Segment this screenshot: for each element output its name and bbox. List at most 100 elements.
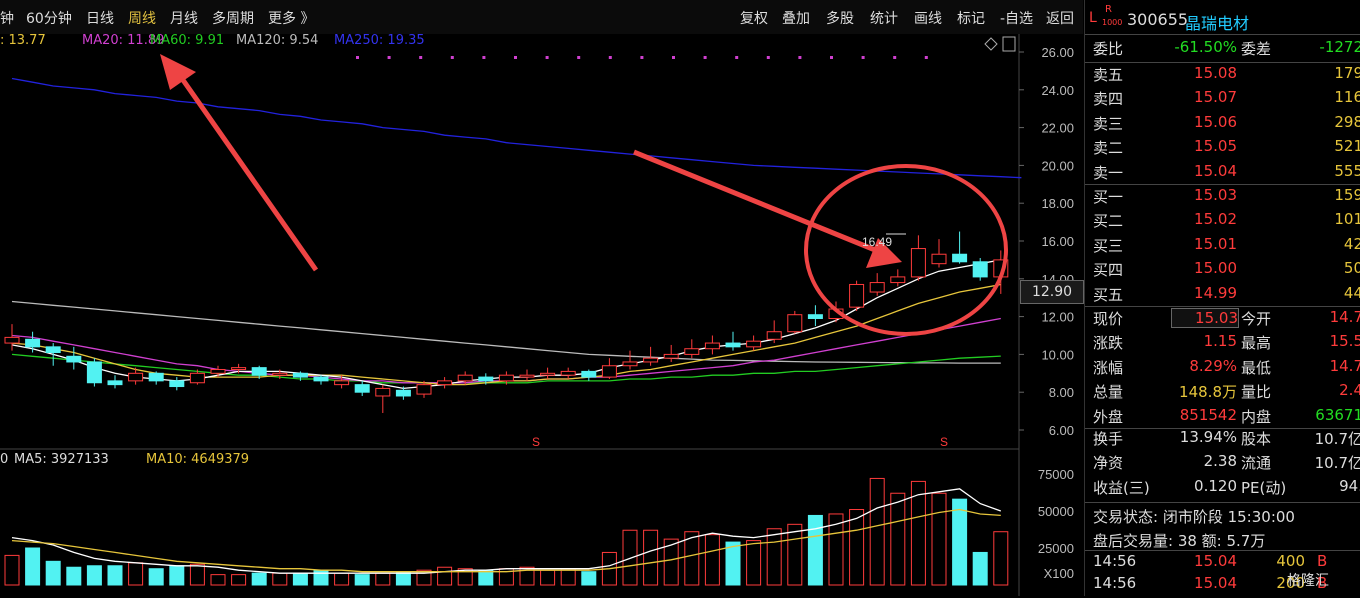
ask-volume: 116 <box>1334 88 1360 107</box>
price-tick-label: 26.00 <box>1041 45 1074 60</box>
tool-overlay[interactable]: 叠加 <box>782 11 810 27</box>
price-tick-label: 20.00 <box>1041 158 1074 173</box>
tool-watchlist[interactable]: -自选 <box>1000 11 1034 27</box>
tool-adjust[interactable]: 复权 <box>740 11 768 27</box>
period-daily[interactable]: 日线 <box>86 11 114 27</box>
ask-level-row[interactable]: 卖二 15.05 521 <box>1085 137 1360 161</box>
period-multi[interactable]: 多周期 <box>212 11 254 27</box>
tick-time: 14:56 <box>1093 552 1137 570</box>
vol-ma5-legend: MA5: 3927133 <box>14 452 109 467</box>
stat-value: 14.7 <box>1329 308 1360 326</box>
volume-bar <box>292 572 308 586</box>
bid-level-row[interactable]: 买四 15.00 50 <box>1085 259 1360 283</box>
period-60min[interactable]: 60分钟 <box>26 11 72 27</box>
signal-dot <box>672 56 675 59</box>
tick-volume: 200 <box>1276 574 1305 592</box>
bid-level-row[interactable]: 买二 15.02 101 <box>1085 210 1360 234</box>
candle-body <box>272 372 288 376</box>
tick-time: 14:56 <box>1093 574 1137 592</box>
price-tick-label: 12.00 <box>1041 310 1074 325</box>
period-weekly[interactable]: 周线 <box>128 11 156 27</box>
bid-price: 15.02 <box>1194 210 1237 229</box>
stock-code: 300655 <box>1127 10 1189 29</box>
candle-body <box>766 331 782 340</box>
signal-dot <box>861 56 865 59</box>
ask-price: 15.07 <box>1194 88 1237 107</box>
bid-level-row[interactable]: 买三 15.01 42 <box>1085 235 1360 259</box>
bid-label: 买三 <box>1093 236 1124 255</box>
price-tick-label: 18.00 <box>1041 196 1074 211</box>
volume-bar <box>66 566 82 586</box>
period-more[interactable]: 更多 》 <box>268 11 315 27</box>
candle-body <box>581 370 597 378</box>
ma120-legend: MA120: 9.54 <box>236 33 319 48</box>
volume-bar <box>86 565 102 586</box>
tool-draw[interactable]: 画线 <box>914 11 942 27</box>
volume-bar <box>746 540 762 586</box>
ask-volume: 521 <box>1334 137 1360 156</box>
candle-body <box>787 314 803 333</box>
period-monthly[interactable]: 月线 <box>170 11 198 27</box>
ask-level-row[interactable]: 卖一 15.04 555 <box>1085 162 1360 186</box>
tool-multi-stock[interactable]: 多股 <box>826 11 854 27</box>
weibi-row: 委比 -61.50% 委差 -1272 <box>1085 38 1360 62</box>
tool-back[interactable]: 返回 <box>1046 11 1074 27</box>
ask-label: 卖三 <box>1093 114 1124 133</box>
candle-body <box>457 374 473 382</box>
candle-body <box>189 372 205 384</box>
stat-value: 2.4 <box>1339 381 1360 400</box>
stock-name[interactable]: 晶瑞电材 <box>1185 14 1250 33</box>
stat-value: 0.120 <box>1194 476 1237 495</box>
candle-body <box>890 276 906 284</box>
volume-bar <box>581 571 597 586</box>
candle-body <box>251 367 267 376</box>
candle-body <box>354 384 370 393</box>
volume-tick-label: 50000 <box>1038 504 1074 519</box>
diamond-icon[interactable] <box>984 37 998 51</box>
candle-body <box>704 342 720 350</box>
candle-body <box>86 361 102 384</box>
stat-value: 63671 <box>1315 405 1360 424</box>
price-chart[interactable]: 26.0024.0022.0020.0018.0016.0014.0012.00… <box>0 0 1083 596</box>
ask-level-row[interactable]: 卖五 15.08 179 <box>1085 64 1360 88</box>
volume-bar <box>890 492 906 586</box>
candle-body <box>313 376 329 382</box>
stat-label: 流通 <box>1241 454 1272 473</box>
vol-ma5-line <box>11 488 1002 574</box>
s-mark-2: S <box>940 435 948 449</box>
candle-body <box>210 369 226 374</box>
signal-dot <box>356 56 359 59</box>
bid-level-row[interactable]: 买五 14.99 44 <box>1085 284 1360 308</box>
bid-price: 14.99 <box>1194 283 1237 302</box>
s-mark-1: S <box>532 435 540 449</box>
ask-level-row[interactable]: 卖四 15.07 116 <box>1085 88 1360 112</box>
ask-volume: 179 <box>1334 64 1360 82</box>
bid-label: 买二 <box>1093 212 1124 231</box>
stat-value: 15.03 <box>1171 308 1239 328</box>
candle-body <box>45 346 61 354</box>
period-minute[interactable]: 钟 <box>0 11 14 27</box>
after-hours: 盘后交易量: 38 额: 5.7万 <box>1093 532 1266 550</box>
tool-stats[interactable]: 统计 <box>870 11 898 27</box>
signal-dot <box>798 56 802 59</box>
bid-volume: 159 <box>1334 186 1360 204</box>
ma10-legend: : 13.77 <box>0 33 46 48</box>
signal-dot <box>577 56 581 59</box>
volume-bar <box>704 534 720 586</box>
ask-level-row[interactable]: 卖三 15.06 298 <box>1085 113 1360 137</box>
candle-body <box>952 253 968 263</box>
candle-body <box>849 283 865 308</box>
panel-icon[interactable] <box>1002 36 1016 52</box>
volume-bar <box>416 569 432 586</box>
ma5-line <box>11 259 1001 390</box>
signal-dot <box>830 56 833 59</box>
signal-dot <box>924 56 928 59</box>
stat-row: 涨幅 8.29% 最低 14.7 <box>1085 357 1360 381</box>
ask-label: 卖五 <box>1093 66 1124 84</box>
volume-bar <box>725 541 741 586</box>
bid-level-row[interactable]: 买一 15.03 159 <box>1085 186 1360 210</box>
stat-label: 外盘 <box>1093 407 1124 426</box>
tool-mark[interactable]: 标记 <box>957 11 985 27</box>
volume-bar <box>828 513 844 586</box>
stat-label: PE(动) <box>1241 478 1287 497</box>
